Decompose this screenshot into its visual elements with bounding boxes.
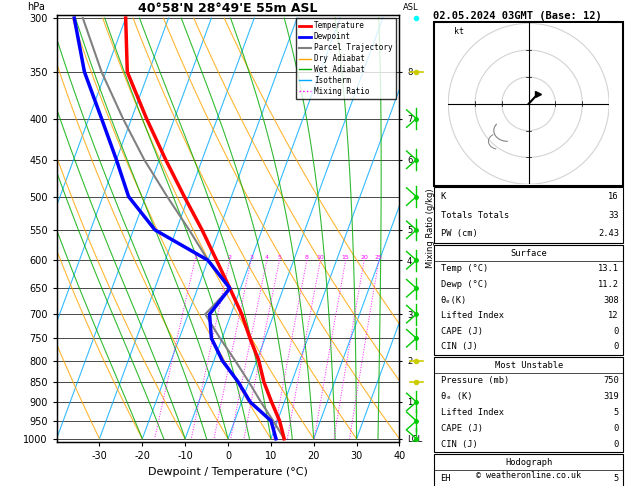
Text: kt: kt [454, 27, 464, 36]
Bar [434, 454, 623, 486]
Text: Temp (°C): Temp (°C) [440, 264, 488, 273]
Text: km
ASL: km ASL [403, 0, 418, 13]
Text: 10: 10 [316, 255, 324, 260]
Text: 0: 0 [614, 439, 619, 449]
Text: 25: 25 [375, 255, 383, 260]
Text: 3: 3 [249, 255, 253, 260]
Text: 5: 5 [277, 255, 281, 260]
Text: © weatheronline.co.uk: © weatheronline.co.uk [476, 471, 581, 480]
Text: Mixing Ratio (g/kg): Mixing Ratio (g/kg) [426, 189, 435, 268]
Text: Pressure (mb): Pressure (mb) [440, 376, 509, 385]
Text: 16: 16 [608, 192, 619, 201]
Text: 0: 0 [614, 424, 619, 433]
Text: PW (cm): PW (cm) [440, 229, 477, 238]
Text: 15: 15 [342, 255, 350, 260]
Text: 12: 12 [608, 311, 619, 320]
Text: 319: 319 [603, 392, 619, 401]
Text: 0: 0 [614, 327, 619, 336]
Legend: Temperature, Dewpoint, Parcel Trajectory, Dry Adiabat, Wet Adiabat, Isotherm, Mi: Temperature, Dewpoint, Parcel Trajectory… [296, 18, 396, 99]
Text: 13.1: 13.1 [598, 264, 619, 273]
Text: Dewp (°C): Dewp (°C) [440, 280, 488, 289]
Text: 8: 8 [305, 255, 309, 260]
Text: 4: 4 [265, 255, 269, 260]
Text: CIN (J): CIN (J) [440, 343, 477, 351]
Text: θₑ(K): θₑ(K) [440, 295, 467, 305]
Text: CAPE (J): CAPE (J) [440, 424, 482, 433]
Text: 11.2: 11.2 [598, 280, 619, 289]
Text: Lifted Index: Lifted Index [440, 408, 504, 417]
Text: CAPE (J): CAPE (J) [440, 327, 482, 336]
Text: 5: 5 [614, 473, 619, 483]
Text: Lifted Index: Lifted Index [440, 311, 504, 320]
Bar [434, 187, 623, 243]
Text: 02.05.2024 03GMT (Base: 12): 02.05.2024 03GMT (Base: 12) [433, 11, 602, 21]
Text: Most Unstable: Most Unstable [494, 361, 563, 370]
Text: EH: EH [440, 473, 451, 483]
Text: 308: 308 [603, 295, 619, 305]
Text: 20: 20 [360, 255, 368, 260]
Text: 2.43: 2.43 [598, 229, 619, 238]
Text: 2: 2 [228, 255, 231, 260]
Bar [434, 357, 623, 452]
Title: 40°58'N 28°49'E 55m ASL: 40°58'N 28°49'E 55m ASL [138, 1, 318, 15]
Text: 1: 1 [193, 255, 197, 260]
Text: Hodograph: Hodograph [505, 458, 552, 467]
X-axis label: Dewpoint / Temperature (°C): Dewpoint / Temperature (°C) [148, 467, 308, 477]
Text: K: K [440, 192, 446, 201]
Text: 33: 33 [608, 210, 619, 220]
Text: θₑ (K): θₑ (K) [440, 392, 472, 401]
Text: CIN (J): CIN (J) [440, 439, 477, 449]
Bar [434, 245, 623, 355]
Text: 0: 0 [614, 343, 619, 351]
Text: Surface: Surface [510, 249, 547, 258]
Text: hPa: hPa [28, 2, 45, 13]
Text: 750: 750 [603, 376, 619, 385]
Bar [434, 22, 623, 186]
Text: Totals Totals: Totals Totals [440, 210, 509, 220]
Text: 5: 5 [614, 408, 619, 417]
